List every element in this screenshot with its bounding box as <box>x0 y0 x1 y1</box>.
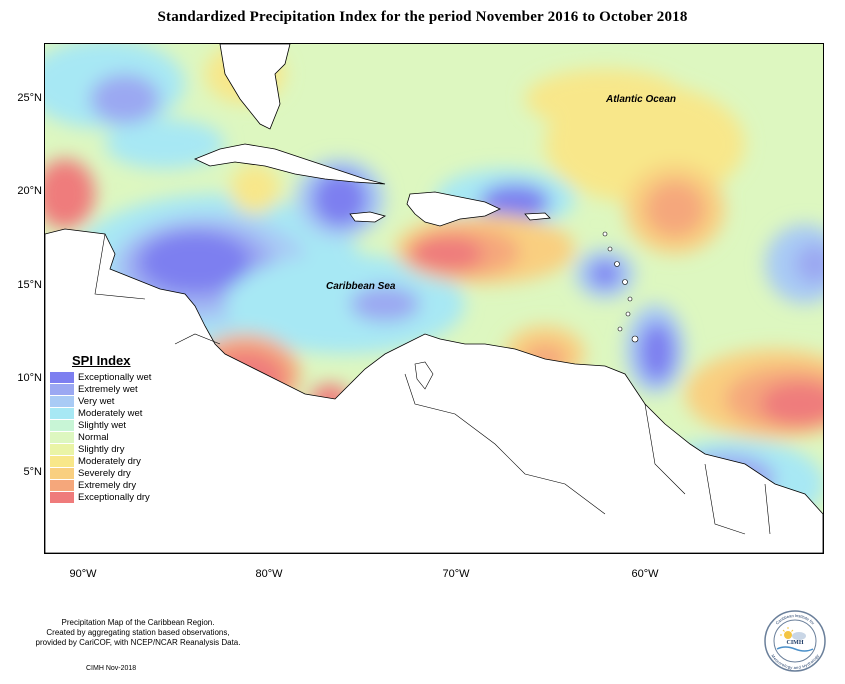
legend-swatch <box>50 456 74 468</box>
legend-label: Exceptionally dry <box>78 492 150 504</box>
caribbean-sea-label: Caribbean Sea <box>326 281 396 292</box>
cimh-logo: CIMH Caribbean Institute for Meteorology… <box>764 610 826 672</box>
country-borders <box>94 233 771 535</box>
lat-label-20: 20°N <box>17 185 42 197</box>
credits-block: Precipitation Map of the Caribbean Regio… <box>8 618 268 648</box>
legend-swatch <box>50 396 74 408</box>
legend-label: Exceptionally wet <box>78 372 152 384</box>
legend-item: Moderately dry <box>50 456 190 468</box>
legend-item: Normal <box>50 432 190 444</box>
sun-icon <box>784 631 792 639</box>
legend-swatch <box>50 432 74 444</box>
legend-swatch <box>50 408 74 420</box>
legend-label: Very wet <box>78 396 115 408</box>
legend-items: Exceptionally wet Extremely wet Very wet Mo… <box>50 372 190 504</box>
legend-swatch <box>50 372 74 384</box>
spi-map <box>44 43 824 554</box>
map-title: Standardized Precipitation Index for the… <box>157 9 688 25</box>
legend-item: Slightly dry <box>50 444 190 456</box>
legend-item: Moderately wet <box>50 408 190 420</box>
florida-landmass <box>219 44 291 130</box>
mainland-landmass <box>45 228 823 553</box>
puerto-rico-landmass <box>524 212 551 221</box>
legend-label: Moderately wet <box>78 408 143 420</box>
legend-swatch <box>50 492 74 504</box>
wave-icon <box>776 646 814 652</box>
legend-swatch <box>50 468 74 480</box>
lon-label-60: 60°W <box>631 568 659 580</box>
cuba-landmass <box>193 143 386 185</box>
legend-item: Extremely dry <box>50 480 190 492</box>
legend-label: Extremely dry <box>78 480 137 492</box>
land-masses <box>45 44 823 553</box>
legend-label: Slightly wet <box>78 420 127 432</box>
legend-label: Normal <box>78 432 109 444</box>
legend-swatch <box>50 444 74 456</box>
legend-label: Extremely wet <box>78 384 138 396</box>
cloud-icon <box>792 632 806 640</box>
hispaniola-landmass <box>406 191 501 227</box>
legend-item: Exceptionally wet <box>50 372 190 384</box>
atlantic-ocean-label: Atlantic Ocean <box>606 94 677 105</box>
lon-label-80: 80°W <box>255 568 283 580</box>
legend-item: Very wet <box>50 396 190 408</box>
spi-legend: SPI Index Exceptionally wet Extremely wet… <box>50 353 190 504</box>
legend-title: SPI Index <box>72 353 131 368</box>
legend-label: Severely dry <box>78 468 131 480</box>
lesser-antilles <box>414 231 639 390</box>
credits-line-3: provided by CariCOF, with NCEP/NCAR Rean… <box>35 638 241 647</box>
credits-line-2: Created by aggregating station based obs… <box>46 628 230 637</box>
lon-label-90: 90°W <box>69 568 97 580</box>
lon-label-70: 70°W <box>442 568 470 580</box>
legend-item: Exceptionally dry <box>50 492 190 504</box>
legend-item: Slightly wet <box>50 420 190 432</box>
jamaica-landmass <box>349 211 387 223</box>
legend-label: Moderately dry <box>78 456 141 468</box>
lat-label-25: 25°N <box>17 92 42 104</box>
legend-item: Extremely wet <box>50 384 190 396</box>
legend-label: Slightly dry <box>78 444 125 456</box>
lat-label-10: 10°N <box>17 372 42 384</box>
spi-map-canvas <box>45 44 823 553</box>
legend-item: Severely dry <box>50 468 190 480</box>
legend-swatch <box>50 384 74 396</box>
lat-label-15: 15°N <box>17 279 42 291</box>
credits-line-1: Precipitation Map of the Caribbean Regio… <box>61 618 215 627</box>
lat-label-5: 5°N <box>23 466 42 478</box>
credits-date: CIMH Nov-2018 <box>86 665 137 672</box>
legend-swatch <box>50 480 74 492</box>
legend-swatch <box>50 420 74 432</box>
logo-abbreviation: CIMH <box>787 640 804 646</box>
